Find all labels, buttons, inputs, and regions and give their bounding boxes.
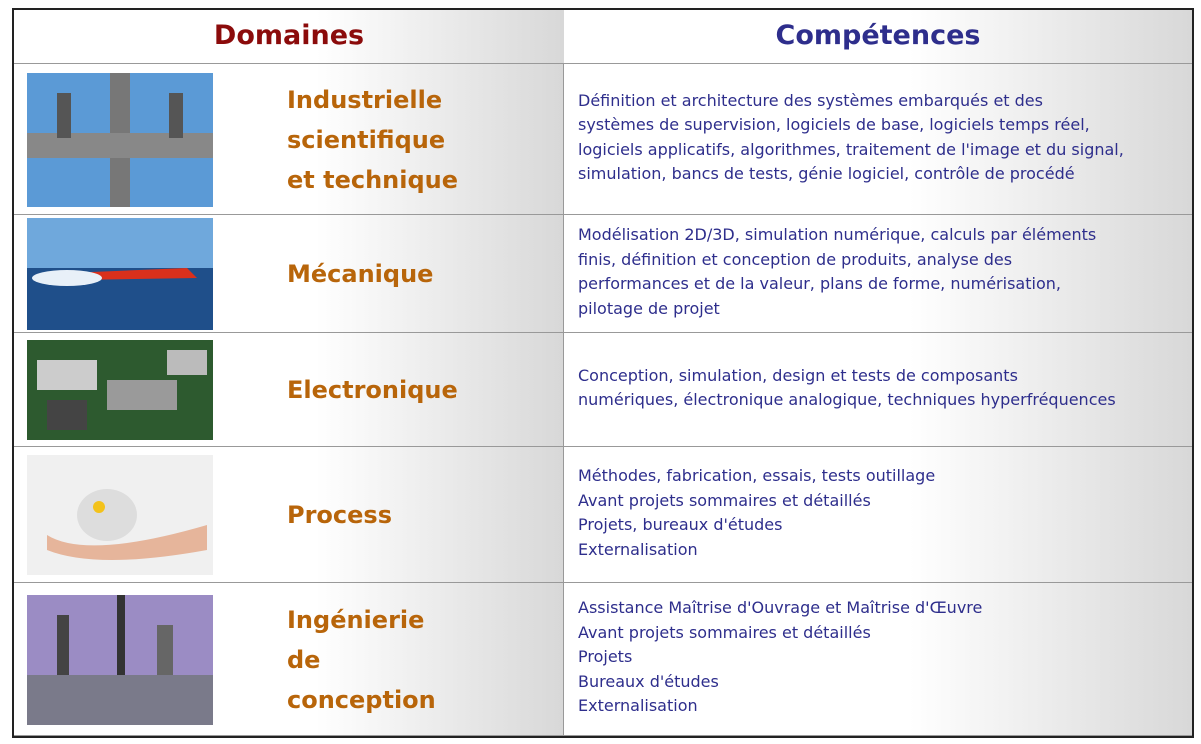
competence-line: systèmes de supervision, logiciels de ba… xyxy=(578,115,1090,134)
competence-line: Externalisation xyxy=(578,539,698,559)
domain-label: conception xyxy=(287,685,436,714)
competence-line: Projets, bureaux d'études xyxy=(578,515,783,534)
competence-cell xyxy=(564,583,1192,736)
competence-line: pilotage de projet xyxy=(578,298,720,318)
domain-image xyxy=(27,218,213,330)
domain-label: de xyxy=(287,645,321,674)
domain-image xyxy=(27,455,213,575)
competence-line: numériques, électronique analogique, tec… xyxy=(578,390,1116,409)
competence-cell xyxy=(564,64,1192,215)
competence-line: Avant projets sommaires et détaillés xyxy=(578,490,871,510)
competence-line: performances et de la valeur, plans de f… xyxy=(578,274,1061,293)
competence-line: Modélisation 2D/3D, simulation numérique… xyxy=(578,225,1097,244)
domain-label: Mécanique xyxy=(287,260,434,288)
competence-line: finis, définition et conception de produ… xyxy=(578,249,1013,269)
table: Domaines Compétences Industrielle scientifi… xyxy=(12,8,1194,738)
competence-line: Avant projets sommaires et détaillés xyxy=(578,622,871,642)
domain-label: Electronique xyxy=(287,376,458,404)
competence-cell xyxy=(564,447,1192,583)
competence-line: Définition et architecture des systèmes … xyxy=(578,90,1043,110)
competence-cell xyxy=(564,333,1192,447)
domain-label: Ingénierie xyxy=(287,605,425,634)
competence-cell xyxy=(564,215,1192,333)
header-cell xyxy=(564,10,1192,64)
competence-line: Projets xyxy=(578,647,633,667)
domain-label: et technique xyxy=(287,165,459,194)
competence-line: Conception, simulation, design et tests … xyxy=(578,365,1018,385)
domain-image xyxy=(27,72,213,207)
competence-line: Assistance Maîtrise d'Ouvrage et Maîtris… xyxy=(578,598,983,618)
competence-line: logiciels applicatifs, algorithmes, trai… xyxy=(578,139,1124,159)
domain-label: Process xyxy=(287,501,392,529)
header-domains: Domaines xyxy=(213,20,365,51)
competence-line: Méthodes, fabrication, essais, tests out… xyxy=(578,466,936,485)
competence-line: Externalisation xyxy=(578,696,698,716)
header-competences: Compétences xyxy=(775,20,981,51)
domain-image xyxy=(27,340,213,440)
domain-image xyxy=(27,594,213,725)
domain-label: Industrielle xyxy=(287,85,443,114)
header-cell xyxy=(14,10,564,64)
competence-line: Bureaux d'études xyxy=(578,671,719,691)
domain-label: scientifique xyxy=(287,125,446,154)
competence-line: simulation, bancs de tests, génie logici… xyxy=(578,164,1075,183)
